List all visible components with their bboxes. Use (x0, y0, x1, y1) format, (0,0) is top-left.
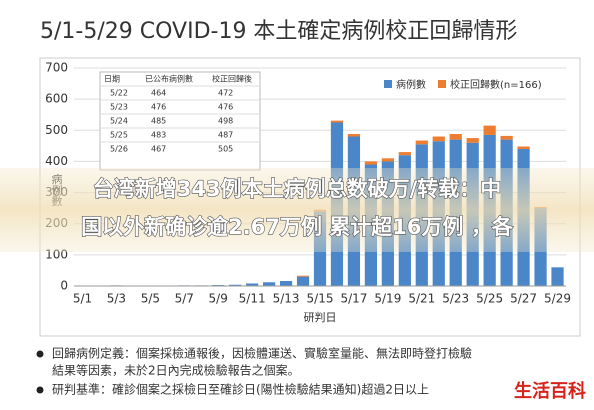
legend-label: 校正回歸數(n=166) (450, 78, 542, 91)
note: 回歸病例定義：個案採檢通報後，因檢體運送、實驗室量能、無法即時登打檢驗 (52, 346, 472, 361)
table-cell: 487 (218, 131, 233, 140)
x-tick-label: 5/25 (476, 292, 503, 306)
chart-title: 5/1-5/29 COVID-19 本土確定病例校正回歸情形 (40, 19, 517, 44)
table-cell: 5/26 (110, 145, 128, 154)
table-cell: 476 (218, 103, 233, 112)
table-cell: 483 (151, 131, 166, 140)
table-cell: 464 (151, 89, 166, 98)
table-cell: 476 (151, 103, 166, 112)
x-tick-label: 5/17 (340, 292, 367, 306)
x-axis-label: 研判日 (304, 311, 337, 324)
y-tick-label: 500 (45, 123, 68, 137)
logo: 生活百科 (514, 380, 586, 402)
bar-segment (466, 138, 479, 143)
x-tick-label: 5/11 (239, 292, 266, 306)
y-tick-label: 0 (60, 279, 68, 293)
x-tick-label: 5/19 (374, 292, 401, 306)
bar-segment (415, 140, 428, 145)
note: 結果等因素，未於2日內完成檢驗報告之個案。 (52, 363, 300, 378)
bar-segment (279, 281, 293, 286)
bar-segment (483, 125, 496, 135)
table-cell: 5/24 (110, 117, 128, 126)
bar-segment (296, 276, 310, 286)
x-tick-label: 5/7 (175, 292, 194, 306)
x-tick-label: 5/9 (209, 292, 228, 306)
x-tick-label: 5/3 (107, 292, 126, 306)
x-tick-label: 5/5 (141, 292, 160, 306)
bar-segment (398, 152, 411, 156)
table-cell: 472 (218, 89, 233, 98)
bar-segment (449, 134, 462, 140)
bullet (36, 386, 44, 394)
table-frame (99, 71, 261, 171)
table-cell: 505 (218, 145, 233, 154)
table-cell: 5/25 (110, 131, 128, 140)
legend-swatch (438, 80, 446, 88)
bar-segment (229, 284, 242, 286)
bar-segment (364, 161, 378, 165)
bar-segment (500, 135, 513, 140)
bullet (36, 350, 44, 358)
bar-segment (347, 134, 361, 137)
bar-segment (246, 283, 259, 286)
x-tick-label: 5/21 (408, 292, 435, 306)
x-tick-label: 5/13 (273, 292, 300, 306)
table-header: 校正回歸後 (212, 74, 252, 84)
legend-swatch (384, 80, 392, 88)
overlay-band (0, 168, 594, 252)
table-cell: 467 (151, 145, 166, 154)
table-cell: 498 (218, 117, 233, 126)
x-tick-label: 5/29 (544, 292, 571, 306)
y-tick-label: 400 (45, 154, 68, 168)
bar-segment (381, 158, 394, 162)
table-cell: 5/22 (110, 89, 128, 98)
y-tick-label: 600 (45, 92, 68, 106)
overlay-text: 国以外新确诊逾2.67万例 累计超16万例 ，各 (81, 215, 514, 239)
note: 研判基準：確診個案之採檢日至確診日(陽性檢驗結果通知)超過2日以上 (52, 382, 429, 397)
table-cell: 485 (151, 117, 166, 126)
table-header: 已公布病例數 (145, 74, 193, 84)
x-tick-label: 5/23 (442, 292, 469, 306)
bar-segment (432, 136, 445, 142)
bar-segment (330, 120, 344, 123)
table-header: 日期 (104, 75, 120, 84)
table-cell: 5/23 (110, 103, 128, 112)
bar-segment (517, 146, 530, 149)
bar-segment (262, 282, 276, 286)
x-tick-label: 5/15 (307, 292, 334, 306)
x-tick-label: 5/1 (73, 292, 92, 306)
bar-segment (551, 267, 564, 286)
legend-label: 病例數 (396, 78, 426, 91)
bar-segment (296, 275, 310, 277)
overlay-text: 台湾新增343例本土病例总数破万/转载：中 (93, 177, 502, 201)
x-tick-label: 5/27 (510, 292, 537, 306)
y-tick-label: 700 (45, 61, 68, 75)
